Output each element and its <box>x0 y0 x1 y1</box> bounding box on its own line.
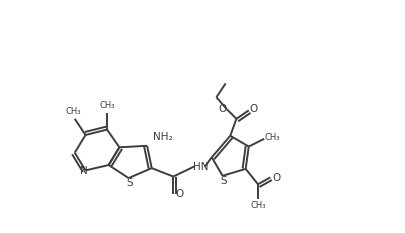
Text: O: O <box>272 173 281 183</box>
Text: O: O <box>218 104 227 114</box>
Text: HN: HN <box>193 161 209 171</box>
Text: S: S <box>127 178 134 188</box>
Text: O: O <box>249 104 258 114</box>
Text: N: N <box>80 166 88 176</box>
Text: CH₃: CH₃ <box>66 107 81 116</box>
Text: O: O <box>175 189 183 199</box>
Text: NH₂: NH₂ <box>153 132 173 142</box>
Text: CH₃: CH₃ <box>250 201 266 210</box>
Text: S: S <box>221 176 228 186</box>
Text: CH₃: CH₃ <box>99 101 115 110</box>
Text: CH₃: CH₃ <box>264 133 279 142</box>
